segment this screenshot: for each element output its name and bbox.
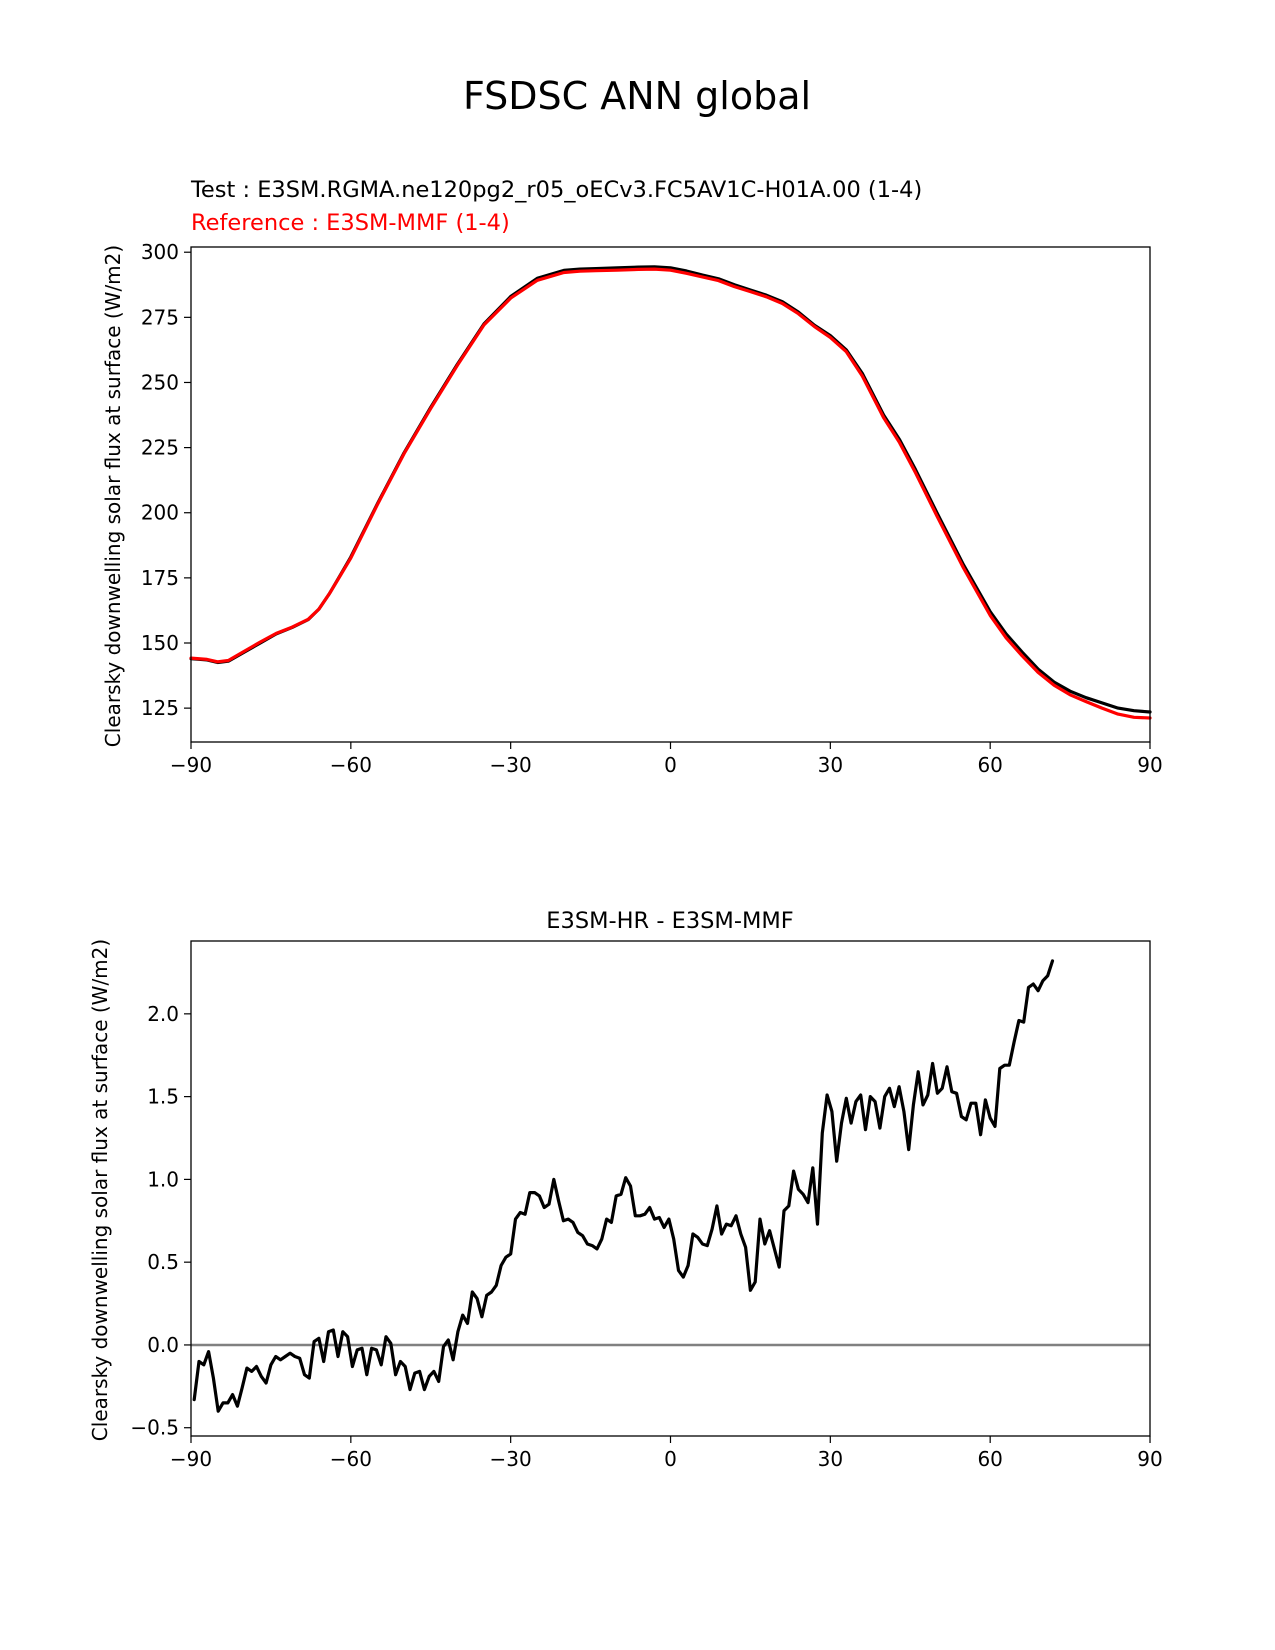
bottom-panel: E3SM-HR - E3SM-MMF Clearsky downwelling … xyxy=(88,908,1163,1471)
bottom-series-difference-line xyxy=(192,959,1055,1413)
top-ytick-label: 200 xyxy=(141,501,179,525)
top-y-ticks: 125 150 175 200 225 250 275 300 xyxy=(141,240,191,720)
bottom-ytick-label: 1.0 xyxy=(147,1167,179,1191)
top-xtick-label: 0 xyxy=(664,753,677,777)
bottom-y-ticks: −0.5 0.0 0.5 1.0 1.5 2.0 xyxy=(130,1002,191,1440)
bottom-series xyxy=(192,959,1055,1413)
bottom-xtick-label: −60 xyxy=(330,1447,372,1471)
top-plot-frame xyxy=(190,246,1151,743)
top-xtick-label: 30 xyxy=(818,753,843,777)
bottom-ytick-label: 2.0 xyxy=(147,1002,179,1026)
top-xtick-label: 90 xyxy=(1137,753,1162,777)
top-ytick-label: 125 xyxy=(141,696,179,720)
bottom-ytick-label: 0.0 xyxy=(147,1333,179,1357)
figure-suptitle: FSDSC ANN global xyxy=(463,74,811,118)
top-ytick-label: 300 xyxy=(141,240,179,264)
top-test-label: Test : E3SM.RGMA.ne120pg2_r05_oECv3.FC5A… xyxy=(190,177,922,203)
bottom-ylabel: Clearsky downwelling solar flux at surfa… xyxy=(88,939,112,1441)
top-xtick-label: −90 xyxy=(170,753,212,777)
top-ytick-label: 150 xyxy=(141,631,179,655)
top-reference-label: Reference : E3SM-MMF (1-4) xyxy=(191,210,510,236)
bottom-ytick-label: −0.5 xyxy=(130,1416,179,1440)
bottom-xtick-label: 0 xyxy=(664,1447,677,1471)
top-ytick-label: 275 xyxy=(141,305,179,329)
top-series xyxy=(189,265,1152,720)
bottom-ytick-label: 0.5 xyxy=(147,1250,179,1274)
top-ytick-label: 175 xyxy=(141,566,179,590)
bottom-xtick-label: 60 xyxy=(977,1447,1002,1471)
top-series-reference-line xyxy=(189,267,1152,720)
bottom-x-ticks: −90 −60 −30 0 30 60 90 xyxy=(170,1436,1163,1471)
top-series-test-line xyxy=(189,265,1152,714)
bottom-xtick-label: −30 xyxy=(490,1447,532,1471)
bottom-xtick-label: 90 xyxy=(1137,1447,1162,1471)
top-xtick-label: −30 xyxy=(490,753,532,777)
bottom-xtick-label: −90 xyxy=(170,1447,212,1471)
top-ytick-label: 250 xyxy=(141,370,179,394)
bottom-xtick-label: 30 xyxy=(818,1447,843,1471)
top-ytick-label: 225 xyxy=(141,436,179,460)
bottom-plot-frame xyxy=(190,940,1151,1437)
top-xtick-label: −60 xyxy=(330,753,372,777)
bottom-title: E3SM-HR - E3SM-MMF xyxy=(546,908,793,934)
top-panel: Test : E3SM.RGMA.ne120pg2_r05_oECv3.FC5A… xyxy=(101,177,1163,777)
top-x-ticks: −90 −60 −30 0 30 60 90 xyxy=(170,742,1163,777)
top-xtick-label: 60 xyxy=(977,753,1002,777)
top-ylabel: Clearsky downwelling solar flux at surfa… xyxy=(101,245,125,747)
bottom-ytick-label: 1.5 xyxy=(147,1085,179,1109)
